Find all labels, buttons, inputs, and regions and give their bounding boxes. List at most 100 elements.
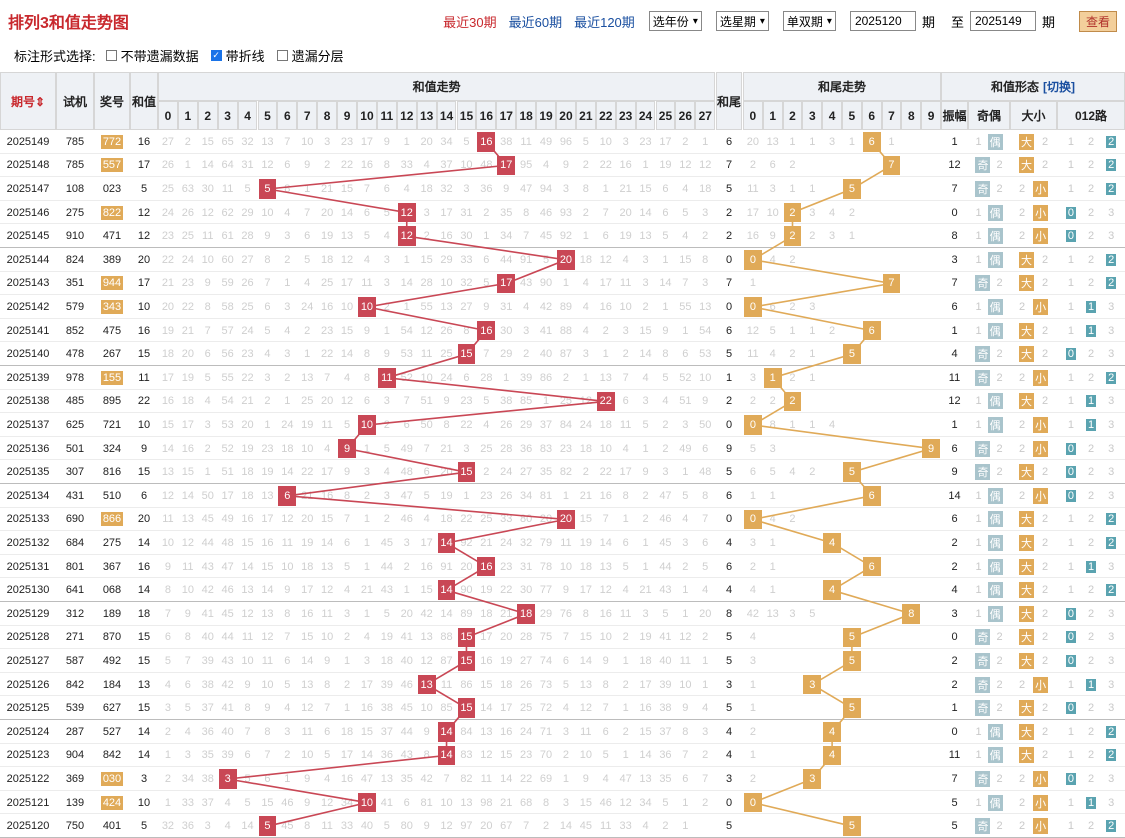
sum-hit-mark: 10	[358, 297, 376, 317]
sum-gap-cell: 6	[264, 772, 271, 785]
tail-gap-cell	[862, 696, 882, 720]
sum-gap-cell: 1	[682, 607, 689, 620]
tail-gap-cell: 9	[769, 230, 776, 243]
tail-cell: 2	[725, 206, 733, 219]
option-no-gap[interactable]: 不带遗漏数据	[105, 46, 199, 65]
sum-gap-cell: 14	[201, 159, 214, 172]
amp-cell: 8	[951, 230, 958, 243]
sum-gap-cell: 1	[164, 796, 171, 809]
tail-gap-cell	[921, 602, 941, 626]
query-button[interactable]: 查看	[1078, 10, 1117, 32]
tail-gap-cell	[802, 272, 822, 296]
parity-select[interactable]: 单双期	[782, 11, 836, 31]
sum-gap-cell: 9	[682, 702, 689, 715]
odd-tag: 奇	[975, 180, 991, 197]
sum-gap-cell: 20	[181, 348, 194, 361]
header-sum-col: 10	[357, 101, 377, 130]
sum-gap-cell: 28	[500, 442, 513, 455]
tail-gap-cell: 1	[769, 489, 776, 502]
sum-gap-cell: 19	[659, 159, 672, 172]
sum-gap-cell: 1	[343, 702, 351, 715]
period-cell: 2025122	[6, 772, 50, 785]
amp-cell: 3	[951, 253, 958, 266]
sum-gap-cell: 17	[500, 702, 513, 715]
sum-gap-cell: 15	[161, 418, 175, 431]
header-period[interactable]: 期号⇕	[0, 72, 56, 130]
award-cell: 367	[94, 555, 130, 579]
to-period-input[interactable]: 2025149	[969, 11, 1036, 31]
sum-gap-cell: 6	[244, 749, 251, 762]
sum-gap-cell: 16	[639, 702, 652, 715]
sum-gap-cell: 13	[639, 230, 652, 243]
sum-gap-cell: 2	[582, 466, 589, 479]
tail-gap-cell	[822, 342, 842, 366]
sum-gap-cell: 4	[602, 772, 609, 785]
tail-gap-cell	[921, 295, 941, 319]
sum-gap-cell: 38	[201, 772, 214, 785]
option-polyline[interactable]: ✓ 带折线	[210, 48, 265, 64]
sum-gap-cell: 12	[161, 489, 175, 502]
header-sum-col: 13	[416, 101, 437, 130]
sum-gap-cell: 12	[679, 631, 692, 644]
checkbox-icon[interactable]	[276, 49, 288, 61]
road-mark: 1	[1085, 418, 1097, 431]
tail-gap-cell	[921, 413, 941, 437]
road-mark: 2	[1106, 135, 1117, 148]
sum-gap-cell: 30	[520, 584, 533, 597]
sum-cell: 10	[137, 418, 151, 431]
tail-gap-cell	[921, 578, 941, 602]
tail-gap-cell: 1	[769, 536, 776, 549]
trial-cell: 750	[65, 820, 85, 833]
tail-cell: 6	[725, 489, 733, 502]
tail-gap-cell	[882, 295, 902, 319]
header-sum-col: 2	[197, 101, 218, 130]
tail-gap-cell	[921, 484, 941, 508]
sum-gap-cell: 16	[599, 300, 612, 313]
recent-30-link[interactable]: 最近30期	[443, 14, 497, 30]
sum-gap-cell: 18	[321, 253, 334, 266]
sum-gap-cell: 33	[500, 513, 513, 526]
sum-gap-cell: 95	[520, 159, 533, 172]
period-cell: 2025142	[6, 300, 50, 313]
tail-gap-cell: 1	[749, 702, 756, 715]
sum-gap-cell: 32	[520, 536, 533, 549]
sum-gap-cell: 2	[383, 300, 390, 313]
sum-gap-cell: 47	[400, 489, 413, 502]
trial-cell: 785	[65, 159, 85, 172]
sum-hit-mark: 5	[258, 816, 277, 836]
recent-120-link[interactable]: 最近120期	[574, 14, 635, 30]
header-tail-col: 3	[802, 101, 823, 130]
from-period-input[interactable]: 2025120	[849, 11, 916, 31]
sum-gap-cell: 9	[562, 584, 569, 597]
tail-hit-mark: 5	[843, 344, 861, 364]
checkbox-checked-icon[interactable]: ✓	[210, 49, 222, 61]
sum-gap-cell: 6	[562, 654, 569, 667]
checkbox-icon[interactable]	[105, 49, 117, 61]
tail-gap-cell	[842, 602, 862, 626]
sum-gap-cell: 11	[321, 607, 333, 620]
sum-cell: 5	[140, 820, 148, 833]
option-gap-layer[interactable]: 遗漏分层	[276, 46, 344, 65]
tail-gap-cell	[862, 272, 882, 296]
big-tag: 大	[1018, 464, 1034, 481]
period-cell: 2025134	[6, 489, 50, 502]
sum-gap-cell: 10	[699, 371, 712, 384]
header-sum-col: 21	[575, 101, 596, 130]
sum-gap-cell: 42	[420, 607, 433, 620]
tail-gap-cell: 2	[749, 725, 756, 738]
sum-gap-cell: 29	[440, 253, 453, 266]
sum-gap-cell: 34	[520, 489, 533, 502]
header-sum-col: 7	[297, 101, 318, 130]
period-cell: 2025143	[6, 277, 50, 290]
week-select[interactable]: 选星期	[715, 11, 769, 31]
switch-link[interactable]: [切换]	[1043, 80, 1075, 94]
recent-60-link[interactable]: 最近60期	[508, 14, 563, 30]
year-select[interactable]: 选年份	[648, 11, 702, 31]
sum-gap-cell: 1	[562, 489, 569, 502]
sum-gap-cell: 24	[579, 418, 592, 431]
